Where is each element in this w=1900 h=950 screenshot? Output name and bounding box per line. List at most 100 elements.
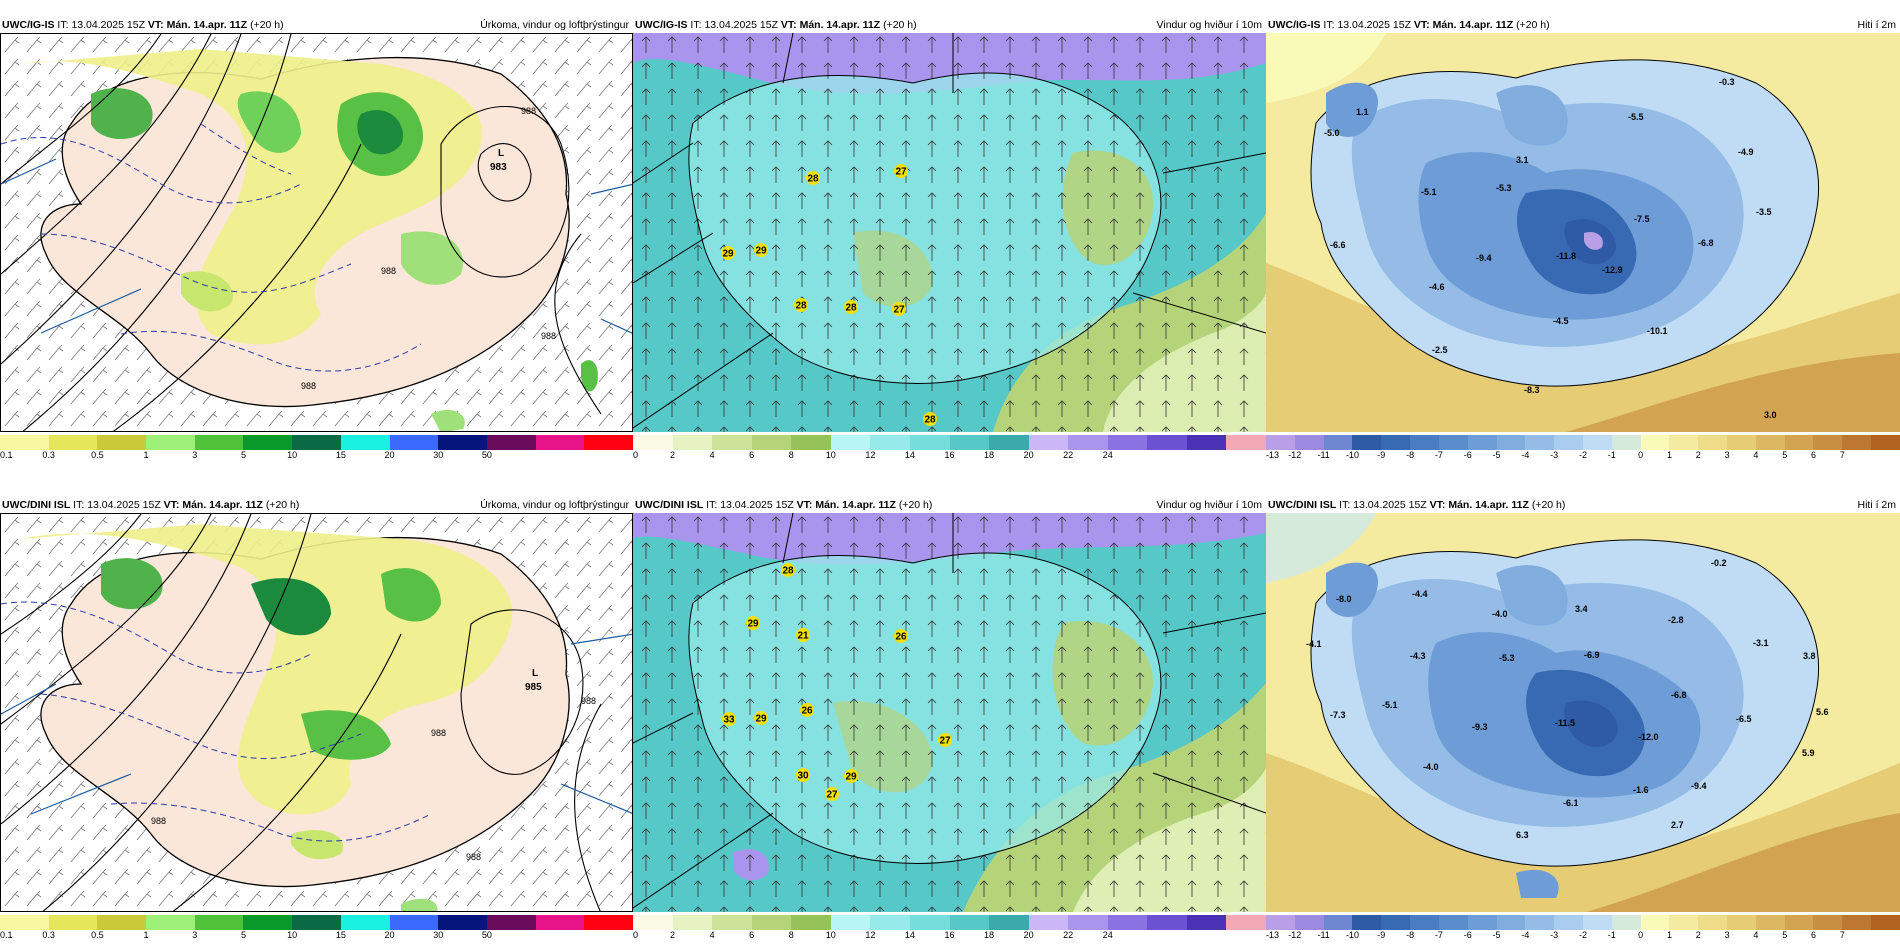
domain-lines bbox=[633, 513, 1266, 909]
model-name: UWC/IG-IS bbox=[1268, 19, 1321, 31]
temp-label: -6.8 bbox=[1698, 238, 1714, 248]
colorbar-swatch bbox=[194, 915, 244, 930]
colorbar-swatch bbox=[1698, 435, 1727, 450]
colorbar-swatch bbox=[1640, 435, 1670, 450]
gust-label: 27 bbox=[895, 167, 907, 178]
issue-time: 13.04.2025 15Z bbox=[71, 19, 145, 31]
valid-time: Mán. 14.apr. 11Z bbox=[799, 19, 881, 31]
issue-time: 13.04.2025 15Z bbox=[720, 499, 794, 511]
panel-title: Vindur og hviður í 10m bbox=[1156, 19, 1262, 31]
model-name: UWC/DINI ISL bbox=[1268, 499, 1337, 511]
colorbar-tick-label: 2 bbox=[670, 450, 676, 460]
colorbar-swatch bbox=[1554, 915, 1583, 930]
colorbar-tick-label: 10 bbox=[825, 450, 836, 460]
gust-label: 26 bbox=[801, 706, 813, 717]
valid-prefix: VT: bbox=[147, 19, 164, 31]
temp-label: -12.9 bbox=[1602, 265, 1623, 275]
isobar-label: 988 bbox=[151, 816, 166, 826]
gust-label: 29 bbox=[845, 772, 857, 783]
colorbar-tick-label: 0.5 bbox=[91, 930, 104, 940]
model-name: UWC/DINI ISL bbox=[2, 499, 71, 511]
colorbar-tick-label: -1 bbox=[1607, 930, 1616, 940]
colorbar-swatch bbox=[146, 435, 195, 450]
temp-label: -12.0 bbox=[1638, 732, 1659, 742]
colorbar-tick-label: 10 bbox=[287, 450, 298, 460]
colorbar-swatch bbox=[97, 435, 147, 450]
temperature-map: -0.2 -8.0 -4.4 -4.1 -4.3 -4.0 3.4 -2.8 -… bbox=[1266, 513, 1900, 912]
colorbar-swatch bbox=[1323, 435, 1353, 450]
colorbar-swatch bbox=[672, 915, 713, 930]
colorbar-swatch bbox=[1755, 435, 1785, 450]
valid-time: Mán. 14.apr. 11Z bbox=[815, 499, 896, 511]
panel-title: Úrkoma, vindur og loftþrýstingur bbox=[480, 19, 629, 31]
colorbar-swatch bbox=[1107, 435, 1148, 450]
colorbar-tick-label: 0 bbox=[633, 930, 639, 940]
issue-prefix: IT: bbox=[706, 499, 718, 511]
temp-label: -5.1 bbox=[1382, 700, 1398, 710]
colorbar-tick-label: 0 bbox=[1638, 930, 1644, 940]
colorbar-swatch bbox=[1611, 915, 1641, 930]
colorbar-swatch bbox=[989, 435, 1029, 450]
panel-header: UWC/IG-IS IT: 13.04.2025 15Z VT: Mán. 14… bbox=[1266, 17, 1900, 33]
colorbar-swatch bbox=[0, 915, 49, 930]
colorbar-tick-label: -9 bbox=[1377, 450, 1386, 460]
colorbar-tick-label: 16 bbox=[944, 450, 955, 460]
thickness-lines bbox=[1, 633, 632, 815]
colorbar-tick-label: 1 bbox=[1666, 930, 1672, 940]
temperature-labels: 1.1 -5.0 -5.5 -0.3 3.1 -4.9 -5.3 -5.1 -3… bbox=[1324, 77, 1777, 420]
temp-label: -11.5 bbox=[1555, 718, 1575, 728]
temp-label: -4.0 bbox=[1492, 609, 1508, 619]
colorbar-tick-label: 5 bbox=[1782, 450, 1788, 460]
colorbar-tick-label: 4 bbox=[1753, 450, 1759, 460]
colorbar-swatch bbox=[584, 435, 633, 450]
gust-label: 28 bbox=[845, 303, 857, 314]
colorbar-swatch bbox=[1496, 435, 1526, 450]
colorbar-swatches bbox=[1266, 435, 1900, 450]
colorbar-tick-label: 20 bbox=[1023, 930, 1034, 940]
temp-label: 1.1 bbox=[1356, 107, 1369, 117]
issue-time: 13.04.2025 15Z bbox=[1353, 499, 1427, 511]
colorbar-swatch bbox=[486, 435, 536, 450]
valid-prefix: VT: bbox=[780, 19, 797, 31]
colorbar-swatch bbox=[672, 435, 713, 450]
isobar-label: 988 bbox=[381, 266, 396, 276]
colorbar-tick-label: 8 bbox=[788, 930, 794, 940]
precip-map-svg: L 983 988 988 988 988 bbox=[1, 34, 632, 431]
colorbar-swatch bbox=[1698, 915, 1727, 930]
colorbar-tick-label: -11 bbox=[1317, 930, 1330, 940]
colorbar-swatch bbox=[1352, 915, 1382, 930]
colorbar-ticks: 0.1 0.3 0.5 1 3 5 10 15 20 30 50 bbox=[0, 450, 633, 460]
temp-label: -8.0 bbox=[1336, 594, 1352, 604]
colorbar-swatch bbox=[1727, 915, 1756, 930]
precip-colorbar: 0.1 0.3 0.5 1 3 5 10 15 20 30 50 bbox=[0, 915, 633, 940]
gust-label: 27 bbox=[893, 305, 905, 316]
colorbar-tick-label: 14 bbox=[904, 930, 915, 940]
colorbar-ticks: -13 -12 -11 -10 -9 -8 -7 -6 -5 -4 -3 -2 -1 0 1 2 3 4 5 6 7 bbox=[1266, 930, 1900, 940]
temp-label: -4.5 bbox=[1553, 316, 1569, 326]
isobar-label: 988 bbox=[301, 381, 316, 391]
colorbar-tick-label: 4 bbox=[1753, 930, 1759, 940]
colorbar-swatch bbox=[1784, 435, 1814, 450]
gust-label: 29 bbox=[755, 246, 767, 257]
colorbar-swatch bbox=[243, 435, 293, 450]
colorbar-tick-label: -3 bbox=[1550, 930, 1559, 940]
isobar-label: 988 bbox=[521, 106, 536, 116]
colorbar-tick-label: -11 bbox=[1317, 450, 1330, 460]
colorbar-tick-label: 30 bbox=[433, 450, 444, 460]
colorbar-swatch bbox=[633, 915, 673, 930]
colorbar-tick-label: -5 bbox=[1492, 450, 1501, 460]
colorbar-tick-label: 18 bbox=[984, 930, 995, 940]
colorbar-swatch bbox=[1813, 915, 1843, 930]
valid-prefix: VT: bbox=[796, 499, 813, 511]
temp-label: -1.6 bbox=[1633, 785, 1649, 795]
gust-label: 28 bbox=[924, 415, 936, 426]
lead-time: (+20 h) bbox=[898, 499, 933, 511]
gust-label: 30 bbox=[797, 771, 809, 782]
colorbar-swatch bbox=[1226, 915, 1266, 930]
colorbar-tick-label: 3 bbox=[1724, 930, 1730, 940]
colorbar-swatch bbox=[0, 435, 49, 450]
issue-time: 13.04.2025 15Z bbox=[87, 499, 161, 511]
colorbar-swatch bbox=[1784, 915, 1814, 930]
colorbar-tick-label: 0.5 bbox=[91, 450, 104, 460]
colorbar-ticks: -13 -12 -11 -10 -9 -8 -7 -6 -5 -4 -3 -2 -1 0 1 2 3 4 5 6 7 bbox=[1266, 450, 1900, 460]
